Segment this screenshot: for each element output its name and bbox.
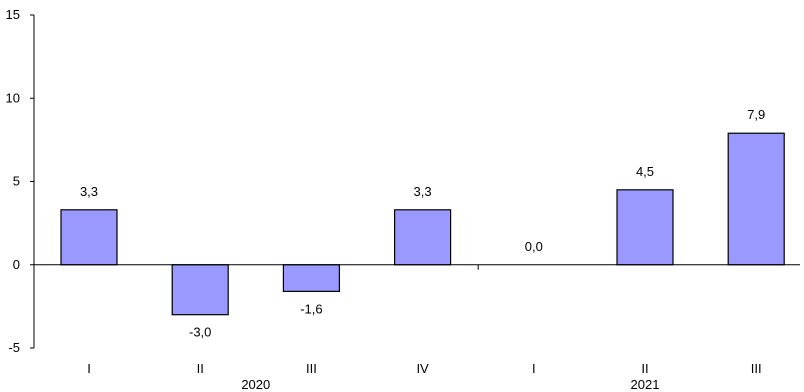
y-tick-label: -5 (8, 340, 20, 355)
category-label: II (197, 361, 204, 376)
category-label: I (87, 361, 91, 376)
category-label: III (306, 361, 317, 376)
bar (282, 264, 340, 292)
category-label: III (751, 361, 762, 376)
y-tick-label: 15 (6, 7, 20, 22)
year-labels: 2020 2021 (241, 377, 659, 392)
category-labels: I II III IV I II III (87, 361, 761, 376)
category-label: IV (416, 361, 429, 376)
data-label: 3,3 (80, 184, 98, 199)
data-label: -1,6 (300, 301, 322, 316)
bar (727, 132, 785, 266)
data-label: 3,3 (414, 184, 432, 199)
y-axis: -5 0 5 10 15 (6, 7, 35, 355)
bar (60, 209, 118, 266)
data-label: 7,9 (747, 107, 765, 122)
bar (394, 209, 452, 266)
category-label: I (532, 361, 536, 376)
x-axis (34, 264, 800, 270)
y-tick-label: 0 (13, 257, 20, 272)
y-tick-label: 10 (6, 90, 20, 105)
y-tick-label: 5 (13, 174, 20, 189)
data-label: 0,0 (525, 239, 543, 254)
year-label: 2021 (631, 377, 660, 392)
year-label: 2020 (241, 377, 270, 392)
bars (60, 132, 785, 316)
category-label: II (641, 361, 648, 376)
bar (171, 264, 229, 316)
data-label: 4,5 (636, 164, 654, 179)
data-label: -3,0 (189, 325, 211, 340)
bar (616, 189, 674, 266)
data-labels: 3,3 -3,0 -1,6 3,3 0,0 4,5 7,9 (80, 107, 765, 339)
